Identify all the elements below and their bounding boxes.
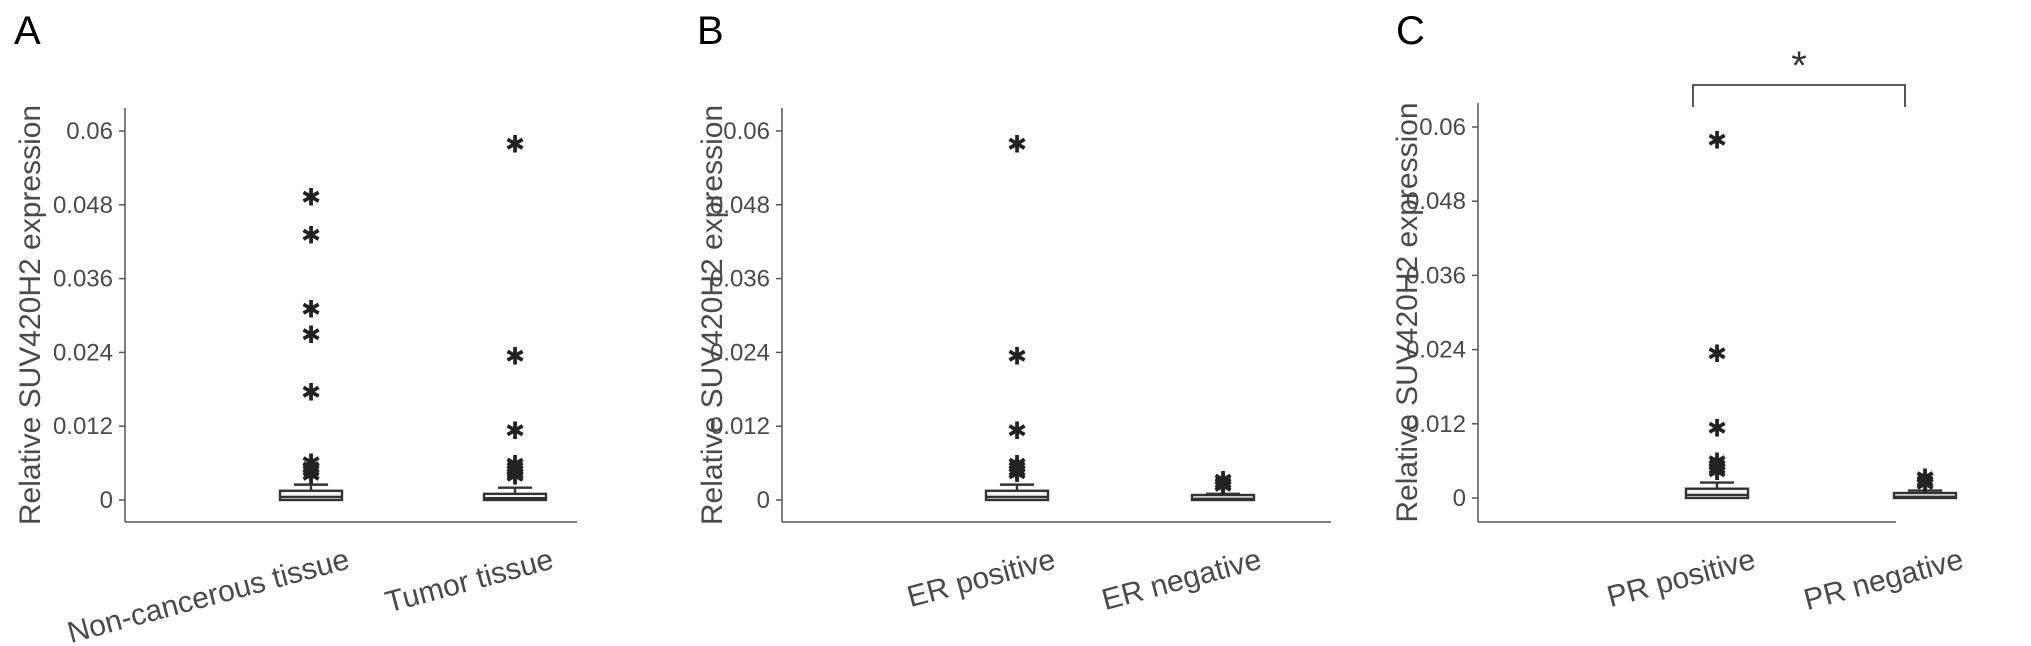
category-label: PR negative	[1800, 543, 1966, 617]
outlier-point: ✱	[505, 344, 525, 371]
outlier-point: ✱	[1915, 469, 1935, 496]
y-tick-label: 0.024	[1406, 337, 1466, 364]
outlier-point: ✱	[301, 459, 321, 486]
box-body	[1684, 487, 1750, 500]
y-tick-label: 0.06	[723, 118, 770, 145]
outlier-point: ✱	[301, 379, 321, 406]
outlier-point: ✱	[1213, 467, 1233, 494]
outlier-point: ✱	[1707, 341, 1727, 368]
outlier-point: ✱	[1707, 453, 1727, 480]
y-tick-label: 0.06	[66, 118, 113, 145]
y-axis-label: Relative SUV420H2 expression	[1391, 102, 1424, 522]
box-er-negative: ✱✱✱	[1190, 467, 1256, 502]
panel-letter: B	[697, 9, 724, 53]
significance-bracket	[1692, 84, 1906, 107]
outlier-point: ✱	[1915, 465, 1935, 492]
y-tick-label: 0.012	[53, 413, 113, 440]
y-axis-label: Relative SUV420H2 expression	[14, 105, 47, 525]
outlier-point: ✱	[301, 462, 321, 489]
y-axis-label: Relative SUV420H2 expression	[696, 105, 729, 525]
box-pr-positive: ✱✱✱✱✱✱✱	[1684, 128, 1750, 500]
outlier-point: ✱	[1213, 471, 1233, 498]
box-non-cancerous-tissue: ✱✱✱✱✱✱✱✱✱	[278, 184, 344, 502]
outlier-point: ✱	[301, 455, 321, 482]
y-tick-label: 0	[100, 487, 113, 514]
outlier-point: ✱	[301, 322, 321, 349]
outlier-point: ✱	[301, 296, 321, 323]
outlier-point: ✱	[1707, 416, 1727, 443]
outlier-point: ✱	[1007, 451, 1027, 478]
outlier-point: ✱	[505, 455, 525, 482]
outlier-point: ✱	[1007, 344, 1027, 371]
outlier-point: ✱	[1007, 459, 1027, 486]
category-label: ER negative	[1098, 543, 1264, 617]
outlier-point: ✱	[1707, 128, 1727, 155]
outlier-point: ✱	[301, 450, 321, 477]
y-tick-label: 0.012	[1406, 411, 1466, 438]
category-label: PR positive	[1604, 543, 1759, 614]
y-tick-label: 0.048	[710, 192, 770, 219]
box-body	[1892, 491, 1958, 500]
outlier-point: ✱	[1007, 455, 1027, 482]
box-pr-negative: ✱✱✱	[1892, 465, 1958, 500]
box-tumor-tissue: ✱✱✱✱✱✱✱✱	[482, 132, 548, 502]
box-body	[1190, 493, 1256, 502]
y-tick-label: 0.06	[1419, 114, 1466, 141]
outlier-point: ✱	[505, 459, 525, 486]
outlier-point: ✱	[301, 223, 321, 250]
y-tick-label: 0.048	[53, 192, 113, 219]
y-tick-label: 0.036	[1406, 262, 1466, 289]
y-tick-label: 0	[1453, 485, 1466, 512]
panel-a: A Relative SUV420H2 expression 0 0.012 0.024…	[14, 9, 577, 646]
box-er-positive: ✱✱✱✱✱✱✱	[984, 132, 1050, 502]
outlier-point: ✱	[1707, 457, 1727, 484]
outlier-point: ✱	[1915, 471, 1935, 498]
outlier-point: ✱	[1007, 418, 1027, 445]
y-tick-label: 0.036	[53, 266, 113, 293]
category-label: Non-cancerous tissue	[64, 543, 353, 646]
box-body	[482, 492, 548, 502]
outlier-point: ✱	[301, 184, 321, 211]
outlier-point: ✱	[505, 418, 525, 445]
panel-c: C Relative SUV420H2 expression 0 0.012 0.024…	[1391, 9, 1967, 617]
category-label: ER positive	[904, 543, 1059, 614]
panel-letter: A	[14, 9, 41, 53]
y-tick-label: 0.036	[710, 266, 770, 293]
outlier-point: ✱	[1707, 449, 1727, 476]
outlier-point: ✱	[1213, 473, 1233, 500]
outlier-point: ✱	[1007, 461, 1027, 488]
panel-b: B Relative SUV420H2 expression 0 0.012 0.024…	[696, 9, 1331, 617]
outlier-point: ✱	[1007, 132, 1027, 159]
panel-letter: C	[1396, 9, 1425, 53]
y-tick-label: 0.024	[710, 339, 770, 366]
outlier-point: ✱	[505, 461, 525, 488]
outlier-point: ✱	[1707, 459, 1727, 486]
box-body	[278, 489, 344, 502]
y-tick-label: 0	[757, 487, 770, 514]
outlier-point: ✱	[505, 464, 525, 491]
category-label: Tumor tissue	[382, 543, 557, 619]
outlier-point: ✱	[505, 132, 525, 159]
outlier-point: ✱	[505, 451, 525, 478]
significance-label: *	[1791, 44, 1807, 88]
box-body	[984, 489, 1050, 502]
y-tick-label: 0.012	[710, 413, 770, 440]
y-tick-label: 0.024	[53, 339, 113, 366]
y-tick-label: 0.048	[1406, 188, 1466, 215]
